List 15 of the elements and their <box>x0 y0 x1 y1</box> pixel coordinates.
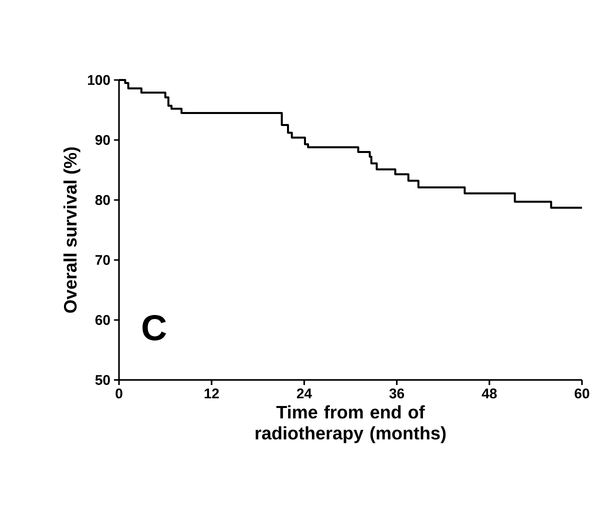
y-tick-label: 70 <box>95 255 110 265</box>
y-tick-label: 100 <box>88 75 110 85</box>
x-tick-label: 0 <box>116 388 122 398</box>
y-tick-label: 90 <box>95 135 110 145</box>
y-tick-label: 80 <box>95 195 110 205</box>
annotation: C <box>142 314 166 340</box>
y-tick-label: 50 <box>95 375 110 385</box>
x-tick-label: 48 <box>482 388 497 398</box>
x-tick-label: 36 <box>389 388 404 398</box>
y-tick-label: 60 <box>95 315 110 325</box>
x-tick-label: 24 <box>296 388 312 398</box>
x-tick-label: 12 <box>204 388 219 398</box>
x-tick-label: 60 <box>574 388 590 398</box>
y-axis-title: Overall survival (%) <box>63 147 80 313</box>
x-axis-title: Time from end of radiotherapy (months) <box>256 405 446 444</box>
